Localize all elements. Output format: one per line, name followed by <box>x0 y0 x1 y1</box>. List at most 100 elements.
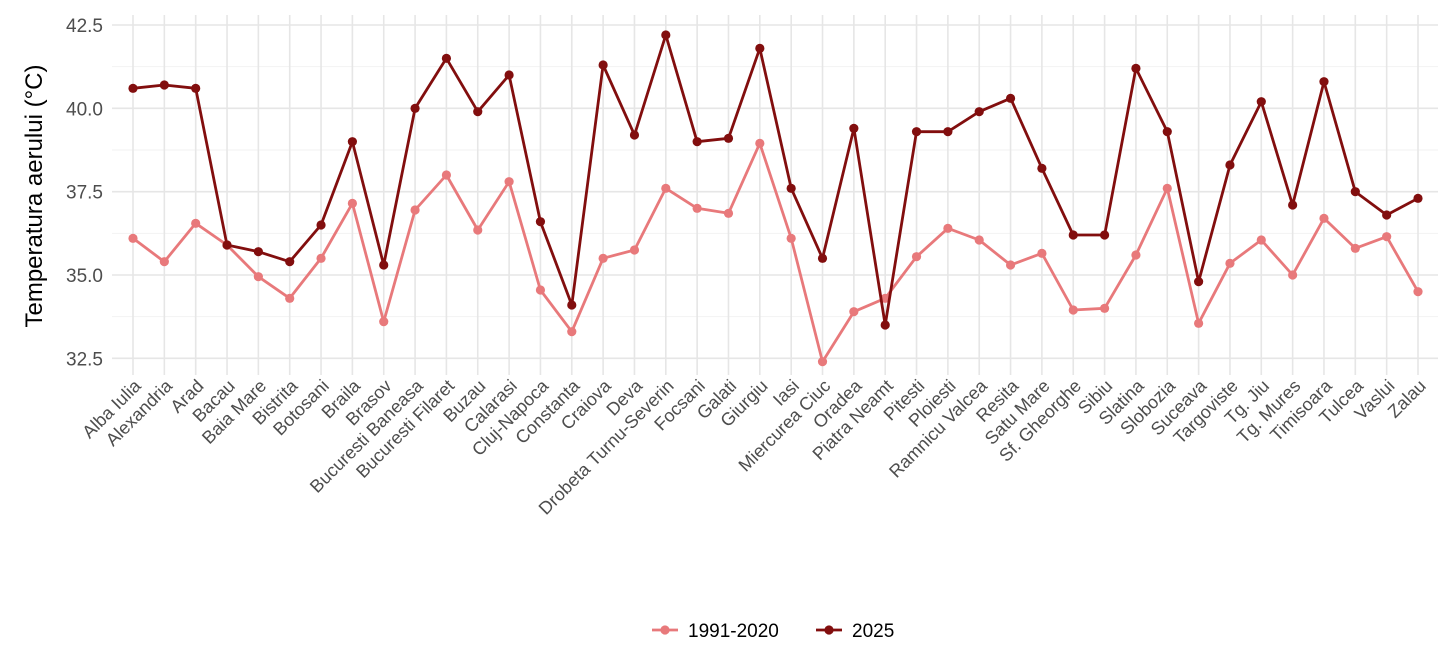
data-point <box>379 260 389 270</box>
data-point <box>1194 277 1204 287</box>
data-point <box>723 133 734 143</box>
legend-key-point <box>660 625 670 635</box>
data-point <box>347 198 357 208</box>
data-point <box>1382 232 1392 242</box>
data-point <box>159 80 169 90</box>
data-point <box>1005 93 1016 103</box>
legend-key-point <box>824 625 834 635</box>
data-point <box>567 327 577 337</box>
legend: 1991-2020 2025 <box>652 621 894 642</box>
data-point <box>379 317 389 327</box>
data-point <box>598 253 608 263</box>
data-point <box>1256 235 1266 245</box>
data-point <box>755 138 765 148</box>
data-point <box>128 83 138 93</box>
data-point <box>1131 63 1141 73</box>
data-point <box>1131 250 1141 260</box>
data-point <box>1162 127 1172 137</box>
data-point <box>1068 230 1078 240</box>
data-point <box>1413 193 1423 203</box>
data-point <box>692 203 702 213</box>
data-point <box>347 137 357 147</box>
data-point <box>316 253 326 263</box>
data-point <box>629 245 640 255</box>
series-1 <box>128 30 1423 330</box>
series-line <box>132 141 1420 364</box>
data-point <box>723 208 734 218</box>
data-point <box>786 233 796 243</box>
y-tick-label: 42.5 <box>66 16 103 37</box>
grid <box>112 15 1438 375</box>
data-point <box>880 293 890 303</box>
data-point <box>1225 258 1235 268</box>
legend-label: 2025 <box>852 621 894 642</box>
data-point <box>817 253 828 263</box>
data-point <box>817 357 828 367</box>
data-point <box>159 257 169 267</box>
data-point <box>504 177 514 187</box>
data-point <box>1005 260 1016 270</box>
y-axis-ticks: 32.5 35.0 37.5 40.0 42.5 <box>66 16 103 370</box>
y-tick-label: 40.0 <box>66 99 103 120</box>
data-point <box>849 307 859 317</box>
data-point <box>974 235 984 245</box>
data-point <box>285 257 295 267</box>
data-point <box>1256 97 1266 107</box>
data-point <box>1413 287 1423 297</box>
data-point <box>629 130 640 140</box>
series-line <box>132 33 1419 327</box>
data-point <box>661 30 671 40</box>
legend-item: 1991-2020 <box>652 621 779 642</box>
data-point <box>473 225 483 235</box>
data-point <box>911 252 922 262</box>
data-point <box>1194 318 1204 328</box>
data-point <box>535 217 546 227</box>
data-point <box>222 240 232 250</box>
data-point <box>504 70 514 80</box>
data-point <box>316 220 326 230</box>
data-point <box>1350 187 1360 197</box>
data-point <box>849 123 859 133</box>
data-point <box>191 218 201 228</box>
data-point <box>943 127 953 137</box>
data-point <box>1319 213 1329 223</box>
data-point <box>1225 160 1235 170</box>
data-point <box>692 137 702 147</box>
series-0 <box>128 138 1423 367</box>
data-point <box>911 127 922 137</box>
data-point <box>535 285 546 295</box>
data-point <box>1099 230 1110 240</box>
data-point <box>253 247 263 257</box>
data-point <box>1350 243 1360 253</box>
y-axis-label: Temperatura aerului (°C) <box>21 64 48 327</box>
data-point <box>410 205 420 215</box>
legend-item: 2025 <box>816 621 894 642</box>
data-point <box>1288 200 1298 210</box>
y-tick-label: 32.5 <box>66 349 103 370</box>
y-tick-label: 37.5 <box>66 183 103 204</box>
data-point <box>1037 248 1047 258</box>
series-lines <box>128 30 1423 367</box>
data-point <box>128 233 138 243</box>
data-point <box>880 320 890 330</box>
data-point <box>786 183 796 193</box>
data-point <box>567 300 577 310</box>
data-point <box>1037 163 1047 173</box>
data-point <box>1288 270 1298 280</box>
data-point <box>410 103 420 113</box>
data-point <box>191 83 201 93</box>
data-point <box>1319 77 1329 87</box>
data-point <box>1099 303 1110 313</box>
data-point <box>1162 183 1172 193</box>
data-point <box>441 170 452 180</box>
data-point <box>1382 210 1392 220</box>
data-point <box>661 183 671 193</box>
data-point <box>253 272 263 282</box>
data-point <box>974 107 984 117</box>
y-tick-label: 35.0 <box>66 266 103 287</box>
data-point <box>285 293 295 303</box>
data-point <box>473 107 483 117</box>
data-point <box>1068 305 1078 315</box>
